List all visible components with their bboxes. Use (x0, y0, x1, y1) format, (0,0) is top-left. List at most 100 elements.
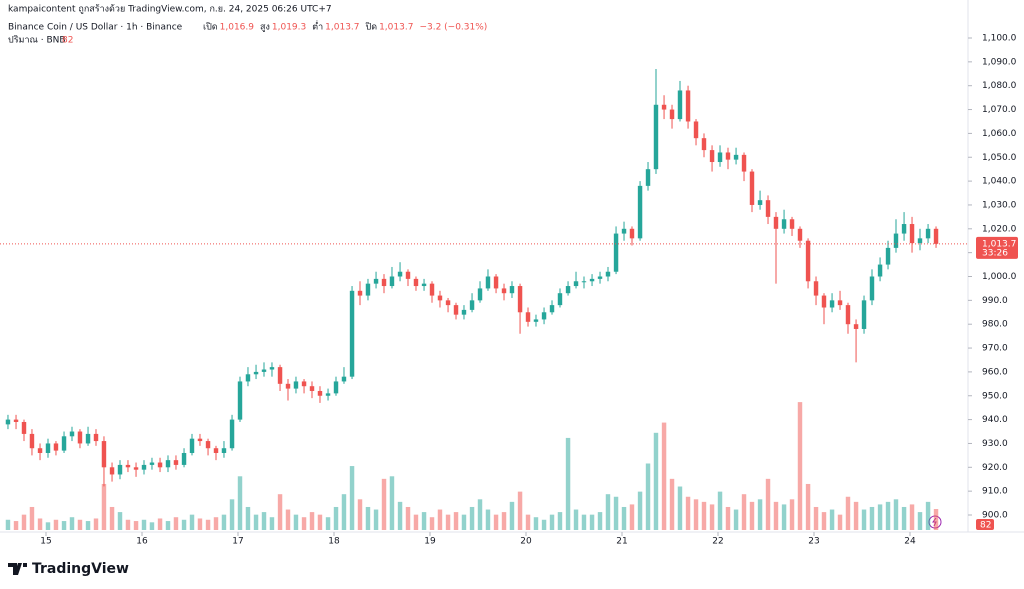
candle-body (373, 278, 379, 284)
candle-body (285, 383, 291, 389)
volume-bar (357, 499, 363, 530)
candle-body (365, 283, 371, 296)
candle-body (693, 121, 699, 139)
candle-body (413, 278, 419, 287)
candle-body (301, 381, 307, 387)
legend-value: 1,019.3 (272, 23, 306, 33)
volume-bar (797, 402, 803, 530)
candle-body (733, 154, 739, 160)
candle-body (245, 374, 251, 382)
candle-body (493, 276, 499, 289)
candle-body (837, 300, 843, 306)
y-tick-label: 1,040.0 (982, 177, 1017, 187)
volume-bar (933, 509, 939, 530)
candle-body (37, 448, 43, 453)
volume-bar (5, 519, 11, 530)
volume-bar (381, 478, 387, 530)
volume-bar (237, 476, 243, 530)
candle-body (261, 369, 267, 372)
candle-body (21, 421, 27, 434)
candle-body (501, 288, 507, 294)
volume-bar (517, 491, 523, 530)
candle-body (325, 393, 331, 396)
volume-bar (37, 518, 43, 530)
volume-bar (869, 506, 875, 530)
volume-bar (157, 518, 163, 530)
candle-body (821, 295, 827, 308)
legend-name: เปิด (203, 22, 218, 33)
volume-bar (805, 483, 811, 530)
volume-bar (669, 478, 675, 530)
volume-bar (149, 522, 155, 530)
candle-body (765, 200, 771, 217)
volume-bar (765, 478, 771, 530)
volume-bar (917, 512, 923, 530)
candle-body (429, 283, 435, 296)
volume-bar (637, 491, 643, 530)
candle-body (173, 460, 179, 465)
volume-bar (821, 512, 827, 530)
candle-body (541, 312, 547, 320)
candle-body (269, 367, 275, 370)
candle-body (621, 228, 627, 234)
x-tick-label: 23 (808, 537, 819, 547)
y-tick-label: 1,030.0 (982, 200, 1017, 210)
volume-bar (269, 517, 275, 530)
candle-body (405, 271, 411, 279)
candle-body (117, 464, 123, 475)
y-tick-label: 920.0 (982, 463, 1008, 473)
candle-body (605, 271, 611, 277)
candle-body (229, 419, 235, 449)
volume-bar (101, 483, 107, 530)
volume-tag (976, 519, 994, 530)
y-tick-label: 1,070.0 (982, 105, 1017, 115)
volume-bar (21, 514, 27, 530)
candle-body (485, 276, 491, 289)
volume-bar (285, 509, 291, 530)
candle-body (613, 233, 619, 272)
candle-body (757, 200, 763, 205)
candle-body (181, 452, 187, 465)
y-tick-label: 1,060.0 (982, 129, 1017, 139)
candle-body (525, 312, 531, 322)
volume-bar (277, 494, 283, 530)
candle-body (725, 152, 731, 160)
volume-bar (741, 494, 747, 530)
volume-bar (541, 519, 547, 530)
candle-body (813, 281, 819, 296)
candle-body (205, 441, 211, 449)
volume-bar (501, 512, 507, 530)
y-tick-label: 950.0 (982, 391, 1008, 401)
volume-bar (29, 506, 35, 530)
volume-bar (477, 499, 483, 530)
y-tick-label: 960.0 (982, 367, 1008, 377)
volume-bar (349, 466, 355, 530)
candle-body (749, 171, 755, 205)
candle-body (589, 278, 595, 282)
x-tick-label: 18 (328, 537, 340, 547)
volume-bar (293, 514, 299, 530)
volume-bar (373, 509, 379, 530)
candle-body (893, 233, 899, 248)
x-tick-label: 21 (616, 537, 627, 547)
candle-body (141, 464, 147, 470)
candle-body (709, 150, 715, 163)
volume-bar (453, 512, 459, 530)
volume-bar (733, 509, 739, 530)
volume-bar (813, 506, 819, 530)
x-tick-label: 22 (712, 537, 723, 547)
volume-bar (421, 512, 427, 530)
volume-bar (901, 506, 907, 530)
volume-bar (109, 506, 115, 530)
volume-bar (493, 514, 499, 530)
volume-bar (317, 514, 323, 530)
candle-body (237, 381, 243, 420)
volume-bar (365, 506, 371, 530)
legend-change: −3.2 (−0.31%) (419, 23, 487, 33)
volume-bar (53, 519, 59, 530)
candle-body (453, 305, 459, 315)
candle-body (13, 419, 19, 422)
candle-body (909, 224, 915, 244)
volume-bar (877, 504, 883, 530)
candle-body (93, 433, 99, 442)
